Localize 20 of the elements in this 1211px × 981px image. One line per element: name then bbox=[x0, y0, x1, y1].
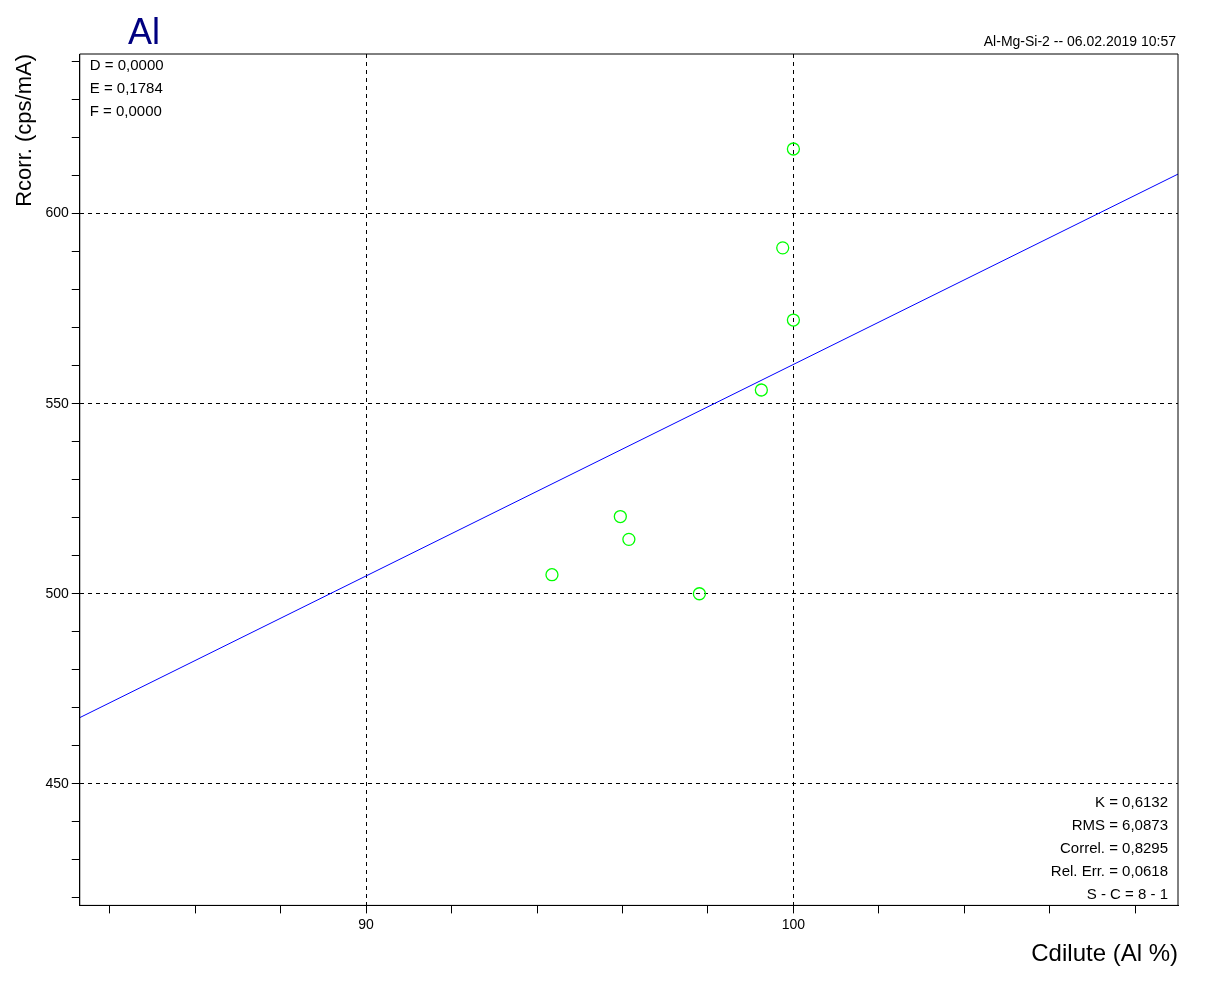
y-tick-label: 450 bbox=[45, 774, 69, 791]
point bbox=[692, 587, 707, 601]
annotation: D = 0,0000 E = 0,1784 F = 0,0000 bbox=[89, 56, 164, 119]
point bbox=[622, 532, 636, 547]
point bbox=[613, 509, 627, 524]
y-tick-label: 500 bbox=[45, 584, 69, 601]
y-tick-label: 550 bbox=[45, 394, 69, 411]
chart-title: Al bbox=[128, 11, 161, 52]
x-tick-label: 100 bbox=[781, 915, 806, 932]
chart-subtitle: Al-Mg-Si-2 -- 06.02.2019 10:57 bbox=[983, 33, 1177, 49]
annotation: K = 0,6132 RMS = 6,0873 Correl. = 0,8295 Rel. Err. = 0,0618 S - C = 8 - 1 bbox=[1050, 793, 1168, 903]
point bbox=[786, 142, 801, 156]
x-tick-label: 90 bbox=[358, 915, 375, 932]
point bbox=[786, 313, 801, 327]
point bbox=[754, 383, 768, 397]
x-axis-title: Cdilute (Al %) bbox=[1031, 939, 1178, 967]
y-tick-label: 600 bbox=[45, 204, 69, 221]
y-axis-title: Rcorr. (cps/mA) bbox=[11, 54, 37, 207]
point bbox=[545, 568, 559, 582]
point bbox=[776, 241, 790, 255]
